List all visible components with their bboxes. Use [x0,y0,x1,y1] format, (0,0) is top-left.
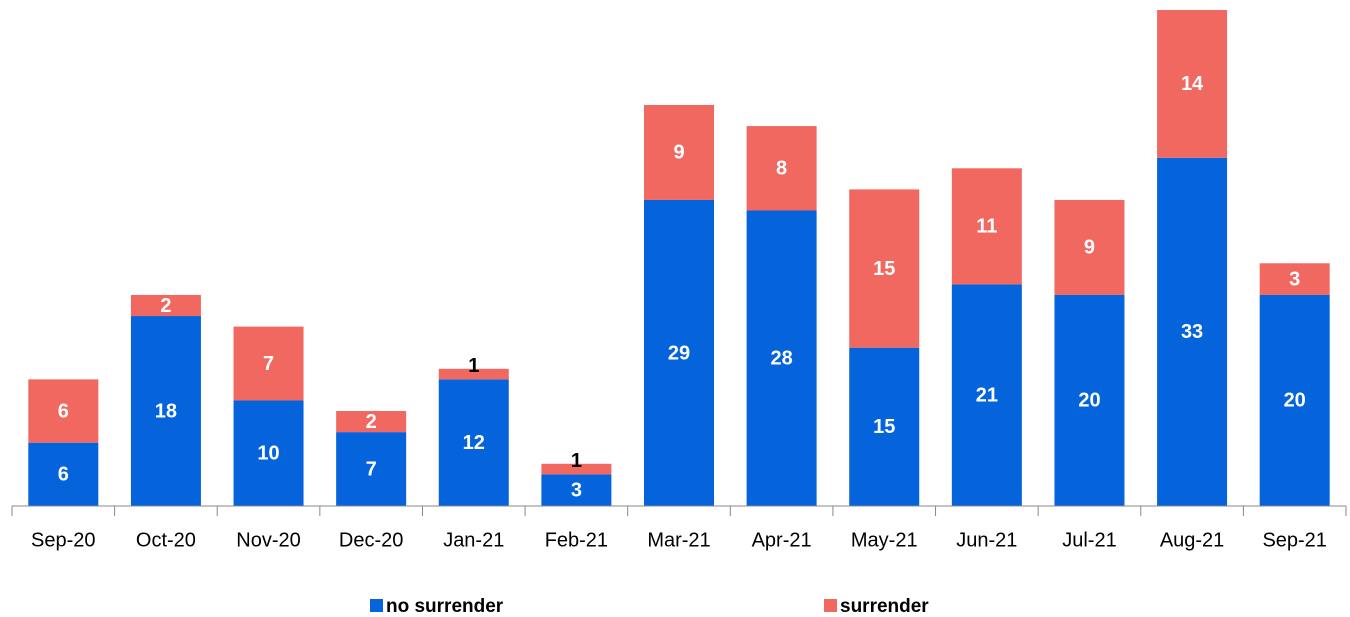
data-label: 3 [571,479,582,501]
data-label: 18 [155,400,177,422]
bar-segment [541,474,612,506]
x-tick-label: Oct-20 [136,529,196,551]
bar-segment [541,463,612,475]
data-label: 15 [873,416,895,438]
bar-segment [130,316,201,506]
legend-label: surrender [840,596,929,617]
x-tick-label: Mar-21 [647,529,710,551]
x-tick-label: Feb-21 [545,529,608,551]
bar-segment [336,432,407,506]
data-label: 1 [468,355,479,377]
data-label: 20 [1078,390,1100,412]
x-tick-label: Nov-20 [236,529,300,551]
data-label: 1 [571,450,582,472]
bar-segment [849,347,920,506]
x-tick-label: May-21 [851,529,918,551]
bar-segment [28,442,99,506]
bar-segment [233,326,304,401]
data-label: 15 [873,258,895,280]
data-label: 2 [160,295,171,317]
x-tick-label: Dec-20 [339,529,403,551]
bar-segment [1259,294,1330,506]
data-label: 3 [1289,268,1300,290]
bar-segment [746,126,817,211]
x-tick-label: Jun-21 [956,529,1017,551]
bar-segment [438,368,509,380]
bar-segment [336,411,407,433]
x-tick-label: Apr-21 [752,529,812,551]
legend-swatch [370,599,383,612]
x-tick-label: Sep-21 [1262,529,1327,551]
bar-segment [1054,199,1125,295]
bar-segment [644,199,714,506]
bar-segment [1259,263,1330,295]
data-label: 10 [257,443,279,465]
x-tick-label: Jan-21 [443,529,504,551]
bar-segment [1054,294,1125,506]
bar-segment [438,379,509,506]
data-label: 11 [976,216,997,238]
bar-segment [746,210,817,507]
data-label: 6 [58,464,69,486]
x-tick-label: Sep-20 [31,529,96,551]
data-label: 21 [976,384,998,406]
x-tick-label: Aug-21 [1160,529,1225,551]
bar-segment [233,400,304,506]
data-label: 20 [1284,390,1306,412]
data-label: 6 [58,400,69,422]
bar-segment [130,294,201,317]
bar-segment [951,284,1022,506]
x-tick-label: Jul-21 [1062,529,1116,551]
data-label: 33 [1181,321,1203,343]
data-label: 29 [668,342,690,364]
bar-segment [1157,157,1228,506]
bar-segment [644,104,714,200]
data-label: 9 [673,142,684,164]
legend-label: no surrender [386,596,504,617]
data-label: 9 [1084,237,1095,259]
legend-swatch [824,599,837,612]
data-label: 12 [463,432,485,454]
bar-segment [28,379,99,443]
bar-segment [849,189,920,348]
bar-segment [951,168,1022,285]
data-label: 14 [1181,73,1204,95]
data-label: 7 [366,458,377,480]
bar-segment [1157,10,1228,158]
data-label: 2 [366,411,377,433]
data-label: 7 [263,353,274,375]
data-label: 28 [770,348,792,370]
data-label: 8 [776,158,787,180]
